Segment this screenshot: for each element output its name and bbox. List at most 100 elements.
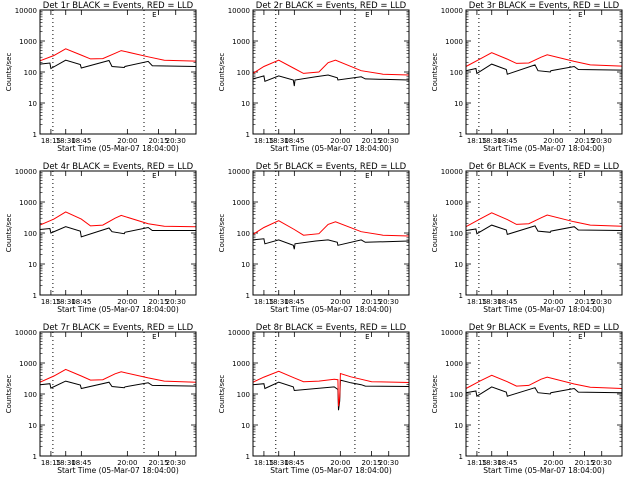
x-tick-label: 20:00 [543, 298, 563, 306]
y-axis-label: Counts/sec [218, 53, 226, 92]
series-line-events [252, 74, 410, 87]
y-tick-label: 100 [237, 391, 250, 399]
x-axis-label: Start Time (05-Mar-07 18:04:00) [483, 305, 605, 314]
x-tick-label: 20:30 [379, 298, 399, 306]
series-line-lld [465, 374, 623, 389]
y-tick-label: 100 [450, 230, 463, 238]
x-tick-label: 18:45 [71, 137, 91, 145]
y-tick-label: 1000 [445, 199, 463, 207]
y-axis-label: Counts/sec [431, 214, 439, 253]
panel-title: Det 7r BLACK = Events, RED = LLD [43, 323, 194, 333]
series-line-lld [465, 212, 623, 228]
x-tick-label: 20:15 [148, 459, 168, 467]
x-tick-label: 18:15 [254, 459, 274, 467]
panel-title: Det 2r BLACK = Events, RED = LLD [256, 1, 407, 11]
plot-frame [465, 9, 623, 135]
x-tick-label: 18:15 [467, 137, 487, 145]
x-tick-label: 18:15 [41, 459, 61, 467]
x-tick-label: 20:30 [592, 459, 612, 467]
x-tick-label: 20:15 [361, 137, 381, 145]
x-tick-label: 20:00 [117, 137, 137, 145]
x-tick-label: 20:00 [543, 137, 563, 145]
y-tick-label: 10000 [441, 7, 463, 15]
y-tick-label: 10000 [15, 7, 37, 15]
x-tick-label: 18:45 [284, 459, 304, 467]
x-tick-label: 18:30 [482, 298, 502, 306]
panel-title: Det 3r BLACK = Events, RED = LLD [469, 1, 620, 11]
x-tick-label: 20:30 [379, 137, 399, 145]
x-axis-label: Start Time (05-Mar-07 18:04:00) [57, 144, 179, 153]
x-tick-label: 20:00 [117, 459, 137, 467]
series-line-events [252, 238, 410, 250]
y-tick-label: 10000 [228, 7, 250, 15]
y-tick-label: 10 [454, 261, 463, 269]
y-tick-label: 10000 [15, 168, 37, 176]
x-tick-label: 20:00 [330, 137, 350, 145]
y-tick-label: 1000 [445, 360, 463, 368]
panel-e-mark: E [365, 333, 369, 341]
y-tick-label: 100 [237, 230, 250, 238]
y-tick-label: 1 [459, 453, 463, 461]
panel-e-mark: E [578, 172, 582, 180]
plot-frame [252, 331, 410, 457]
panel-e-mark: E [152, 11, 156, 19]
x-tick-label: 18:15 [254, 137, 274, 145]
x-tick-label: 20:00 [117, 298, 137, 306]
y-axis-label: Counts/sec [5, 375, 13, 414]
panel-e-mark: E [578, 333, 582, 341]
y-tick-label: 10000 [228, 168, 250, 176]
panel-title: Det 8r BLACK = Events, RED = LLD [256, 323, 407, 333]
y-tick-label: 1 [33, 453, 37, 461]
y-tick-label: 100 [24, 230, 37, 238]
x-tick-label: 18:45 [284, 298, 304, 306]
series-line-lld [39, 48, 197, 62]
series-line-lld [252, 370, 410, 407]
y-tick-label: 1 [459, 131, 463, 139]
y-tick-label: 10000 [441, 329, 463, 337]
x-tick-label: 18:45 [284, 137, 304, 145]
plot-frame [252, 9, 410, 135]
y-tick-label: 10 [241, 100, 250, 108]
x-tick-label: 20:15 [574, 459, 594, 467]
y-tick-label: 1 [246, 131, 250, 139]
y-tick-label: 1 [459, 292, 463, 300]
plot-frame [465, 331, 623, 457]
y-tick-label: 1000 [19, 199, 37, 207]
series-line-lld [39, 211, 197, 228]
panel-e-mark: E [365, 172, 369, 180]
y-tick-label: 10000 [228, 329, 250, 337]
y-tick-label: 1 [246, 453, 250, 461]
y-tick-label: 1000 [445, 38, 463, 46]
y-tick-label: 10 [28, 422, 37, 430]
series-line-events [252, 379, 410, 411]
y-tick-label: 1000 [19, 360, 37, 368]
x-tick-label: 20:30 [592, 137, 612, 145]
y-tick-label: 10 [28, 261, 37, 269]
plot-frame [252, 170, 410, 296]
series-line-events [465, 386, 623, 398]
y-tick-label: 1 [33, 131, 37, 139]
y-axis-label: Counts/sec [431, 375, 439, 414]
y-tick-label: 10 [454, 422, 463, 430]
y-tick-label: 1000 [232, 199, 250, 207]
y-tick-label: 100 [450, 69, 463, 77]
series-line-events [39, 59, 197, 70]
x-axis-label: Start Time (05-Mar-07 18:04:00) [270, 466, 392, 475]
plot-frame [465, 170, 623, 296]
x-tick-label: 18:45 [497, 137, 517, 145]
x-tick-label: 20:15 [148, 137, 168, 145]
x-tick-label: 20:30 [166, 459, 186, 467]
series-line-lld [252, 59, 410, 76]
x-tick-label: 18:30 [56, 298, 76, 306]
panel-e-mark: E [578, 11, 582, 19]
panel-title: Det 9r BLACK = Events, RED = LLD [469, 323, 620, 333]
x-tick-label: 20:30 [592, 298, 612, 306]
series-line-events [39, 226, 196, 238]
